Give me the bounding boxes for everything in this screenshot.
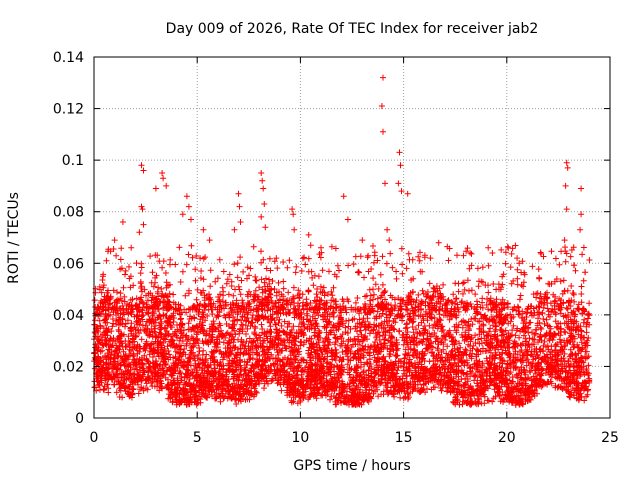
y-tick-label: 0.12 xyxy=(53,102,84,118)
y-tick-label: 0.06 xyxy=(53,256,84,272)
y-tick-label: 0.04 xyxy=(53,308,84,324)
roti-point xyxy=(378,103,385,109)
roti-point xyxy=(291,226,298,233)
roti-point xyxy=(578,185,585,192)
roti-point xyxy=(136,229,143,236)
roti-point xyxy=(185,203,192,210)
roti-point xyxy=(111,237,118,244)
y-tick-label: 0.08 xyxy=(53,205,84,221)
roti-point xyxy=(188,216,194,223)
roti-point xyxy=(563,206,570,213)
roti-point xyxy=(514,255,521,262)
y-tick-label: 0.14 xyxy=(53,50,84,66)
roti-point xyxy=(563,159,570,166)
roti-point xyxy=(305,231,312,238)
y-tick-label: 0.1 xyxy=(62,153,84,169)
roti-point xyxy=(163,182,170,189)
roti-point xyxy=(578,211,585,218)
y-tick-label: 0 xyxy=(75,411,84,427)
x-tick-label: 25 xyxy=(601,430,619,446)
roti-point xyxy=(386,237,393,244)
x-tick-label: 15 xyxy=(395,430,413,446)
roti-point xyxy=(474,265,481,272)
roti-point xyxy=(139,206,146,213)
roti-point xyxy=(183,193,190,200)
x-tick-label: 20 xyxy=(498,430,516,446)
roti-point xyxy=(258,213,265,220)
roti-point xyxy=(485,244,492,251)
roti-point xyxy=(489,250,496,256)
roti-point xyxy=(236,203,243,210)
data-points xyxy=(91,74,593,409)
roti-point xyxy=(206,237,213,244)
roti-point xyxy=(260,185,267,192)
roti-point xyxy=(318,244,324,251)
roti-point xyxy=(119,219,126,225)
roti-point xyxy=(460,252,467,259)
roti-point xyxy=(160,175,167,182)
roti-point xyxy=(371,252,378,259)
roti-point xyxy=(290,211,297,218)
axis-ticks: 0 5 10 15 20 25 0 0.02 0.04 0.06 0.08 0.1 0.12 0.14 xyxy=(53,50,619,446)
x-tick-label: 5 xyxy=(193,430,202,446)
roti-point xyxy=(516,260,523,267)
roti-point xyxy=(140,167,147,174)
roti-point xyxy=(258,170,265,176)
roti-point xyxy=(397,162,404,169)
roti-point xyxy=(262,224,269,231)
roti-point xyxy=(159,170,166,176)
roti-point xyxy=(562,182,569,189)
roti-point xyxy=(289,206,296,213)
roti-point xyxy=(395,180,402,187)
x-axis-label: GPS time / hours xyxy=(293,458,410,474)
roti-point xyxy=(577,226,584,233)
roti-point xyxy=(200,226,207,233)
roti-point xyxy=(140,221,147,228)
roti-point xyxy=(128,244,135,251)
roti-point xyxy=(259,177,266,184)
y-tick-label: 0.02 xyxy=(53,359,84,375)
roti-point xyxy=(235,190,242,197)
roti-point xyxy=(380,128,386,135)
roti-point xyxy=(382,180,388,187)
roti-point xyxy=(561,237,568,244)
roti-point xyxy=(380,74,386,81)
roti-point xyxy=(398,188,405,195)
roti-point xyxy=(340,193,347,200)
roti-point xyxy=(307,242,314,249)
roti-point xyxy=(359,237,366,244)
roti-point xyxy=(261,201,268,207)
x-tick-label: 10 xyxy=(291,430,309,446)
roti-point xyxy=(344,216,351,223)
roti-point xyxy=(427,255,434,262)
roti-point xyxy=(231,226,238,233)
roti-point-cloud xyxy=(91,242,593,409)
x-tick-label: 0 xyxy=(90,430,99,446)
chart-title: Day 009 of 2026, Rate Of TEC Index for r… xyxy=(166,21,539,37)
roti-point xyxy=(237,219,244,225)
y-axis-label: ROTI / TECUs xyxy=(6,192,22,284)
roti-point xyxy=(435,239,442,246)
roti-point xyxy=(103,257,110,264)
roti-point xyxy=(179,211,186,218)
roti-point xyxy=(152,185,159,192)
plot-frame xyxy=(93,56,611,419)
roti-point xyxy=(404,190,411,197)
roti-point xyxy=(138,162,145,169)
roti-point xyxy=(564,164,571,171)
roti-point xyxy=(384,226,391,233)
roti-point xyxy=(396,149,403,156)
